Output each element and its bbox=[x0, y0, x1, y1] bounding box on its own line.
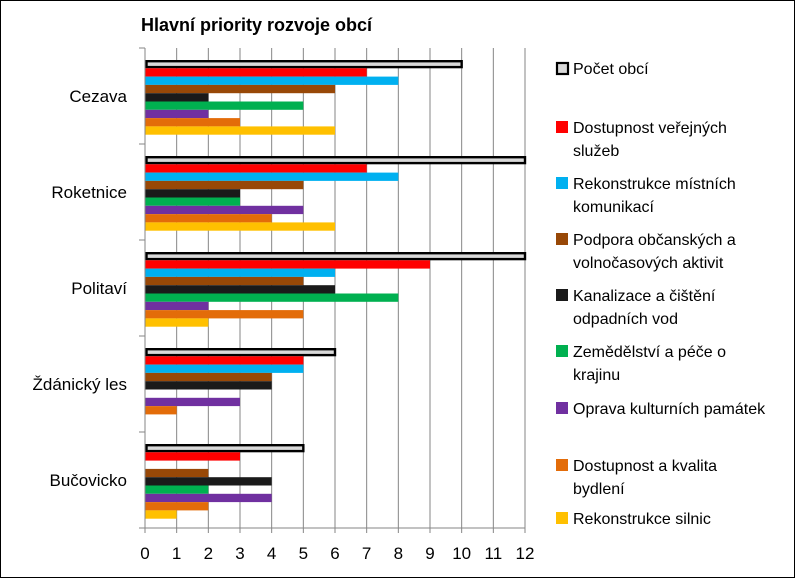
category-label: Ždánický les bbox=[33, 375, 127, 394]
bar bbox=[145, 109, 209, 119]
legend-label: Počet obcí bbox=[573, 61, 649, 78]
legend-swatch bbox=[555, 61, 570, 76]
bar bbox=[145, 260, 430, 269]
legend-label: Zemědělství a péče o krajinu bbox=[573, 344, 726, 384]
x-tick-label: 4 bbox=[267, 544, 276, 563]
legend-swatch bbox=[556, 459, 568, 471]
bar bbox=[145, 205, 304, 215]
bar bbox=[145, 406, 177, 415]
x-tick-label: 7 bbox=[362, 544, 371, 563]
legend-swatch bbox=[556, 121, 568, 133]
category-label: Bučovicko bbox=[50, 471, 127, 490]
bar bbox=[145, 452, 240, 461]
bar bbox=[145, 310, 304, 319]
legend-label: Dostupnost veřejných služeb bbox=[573, 120, 727, 160]
category-label: Roketnice bbox=[51, 183, 127, 202]
x-tick-label: 8 bbox=[394, 544, 403, 563]
x-tick-label: 2 bbox=[204, 544, 213, 563]
bar bbox=[145, 268, 335, 277]
bar bbox=[145, 381, 272, 390]
bar bbox=[145, 301, 209, 311]
bar bbox=[145, 155, 527, 165]
category-label: Politaví bbox=[71, 279, 127, 298]
legend-label: Dostupnost a kvalita bydlení bbox=[573, 458, 717, 498]
bar bbox=[145, 60, 463, 69]
bar bbox=[145, 477, 272, 486]
bar bbox=[145, 164, 367, 173]
legend-swatch bbox=[556, 512, 568, 524]
legend-layer: Počet obcí Dostupnost veřejných služeb Reko… bbox=[555, 61, 766, 528]
bar bbox=[145, 397, 240, 407]
bar bbox=[145, 101, 304, 110]
bar bbox=[145, 276, 304, 286]
bar bbox=[145, 285, 335, 294]
x-tick-label: 1 bbox=[172, 544, 181, 563]
bar bbox=[145, 84, 335, 94]
legend-swatch bbox=[556, 289, 568, 301]
bar-layer bbox=[145, 60, 527, 519]
bar bbox=[145, 93, 209, 102]
bar bbox=[145, 189, 240, 198]
bar bbox=[145, 485, 209, 494]
bar bbox=[145, 197, 240, 206]
legend-swatch bbox=[556, 345, 568, 357]
legend-swatch bbox=[556, 233, 568, 245]
bar bbox=[145, 318, 209, 327]
bar bbox=[145, 502, 209, 511]
bar bbox=[145, 172, 399, 181]
bar bbox=[145, 76, 399, 85]
x-tick-label: 5 bbox=[299, 544, 308, 563]
bar bbox=[145, 126, 335, 135]
axis-layer: 0 1 2 3 4 5 6 7 8 9 10 11 12CezavaRoketnicePolitavíŽ… bbox=[33, 47, 535, 563]
bar bbox=[145, 251, 527, 261]
bar bbox=[145, 180, 304, 190]
legend-swatch bbox=[556, 177, 568, 189]
bar bbox=[145, 118, 240, 127]
x-tick-label: 6 bbox=[330, 544, 339, 563]
bar bbox=[145, 364, 304, 373]
x-tick-label: 11 bbox=[485, 544, 503, 563]
x-tick-label: 9 bbox=[425, 544, 434, 563]
legend-swatch bbox=[556, 402, 568, 414]
bar bbox=[145, 222, 335, 231]
bar bbox=[145, 348, 337, 357]
x-tick-label: 12 bbox=[516, 544, 535, 563]
bar bbox=[145, 493, 272, 503]
legend-label: Podpora občanských a volnočasových aktivi… bbox=[573, 232, 736, 272]
category-label: Cezava bbox=[69, 87, 127, 106]
bar bbox=[145, 372, 272, 382]
bar bbox=[145, 356, 304, 365]
legend-label: Kanalizace a čištění odpadních vod bbox=[573, 288, 716, 328]
bar bbox=[145, 468, 209, 478]
bar bbox=[145, 293, 399, 302]
legend-label: Rekonstrukce silnic bbox=[573, 511, 711, 528]
x-tick-label: 3 bbox=[235, 544, 244, 563]
x-tick-label: 10 bbox=[452, 544, 471, 563]
legend-label: Oprava kulturních památek bbox=[573, 401, 766, 418]
bar bbox=[145, 444, 305, 453]
x-tick-label: 0 bbox=[140, 544, 149, 563]
bar bbox=[145, 510, 177, 519]
bar bbox=[145, 214, 272, 223]
chart-title: Hlavní priority rozvoje obcí bbox=[141, 15, 373, 35]
bar bbox=[145, 68, 367, 77]
legend-label: Rekonstrukce místních komunikací bbox=[573, 176, 736, 216]
